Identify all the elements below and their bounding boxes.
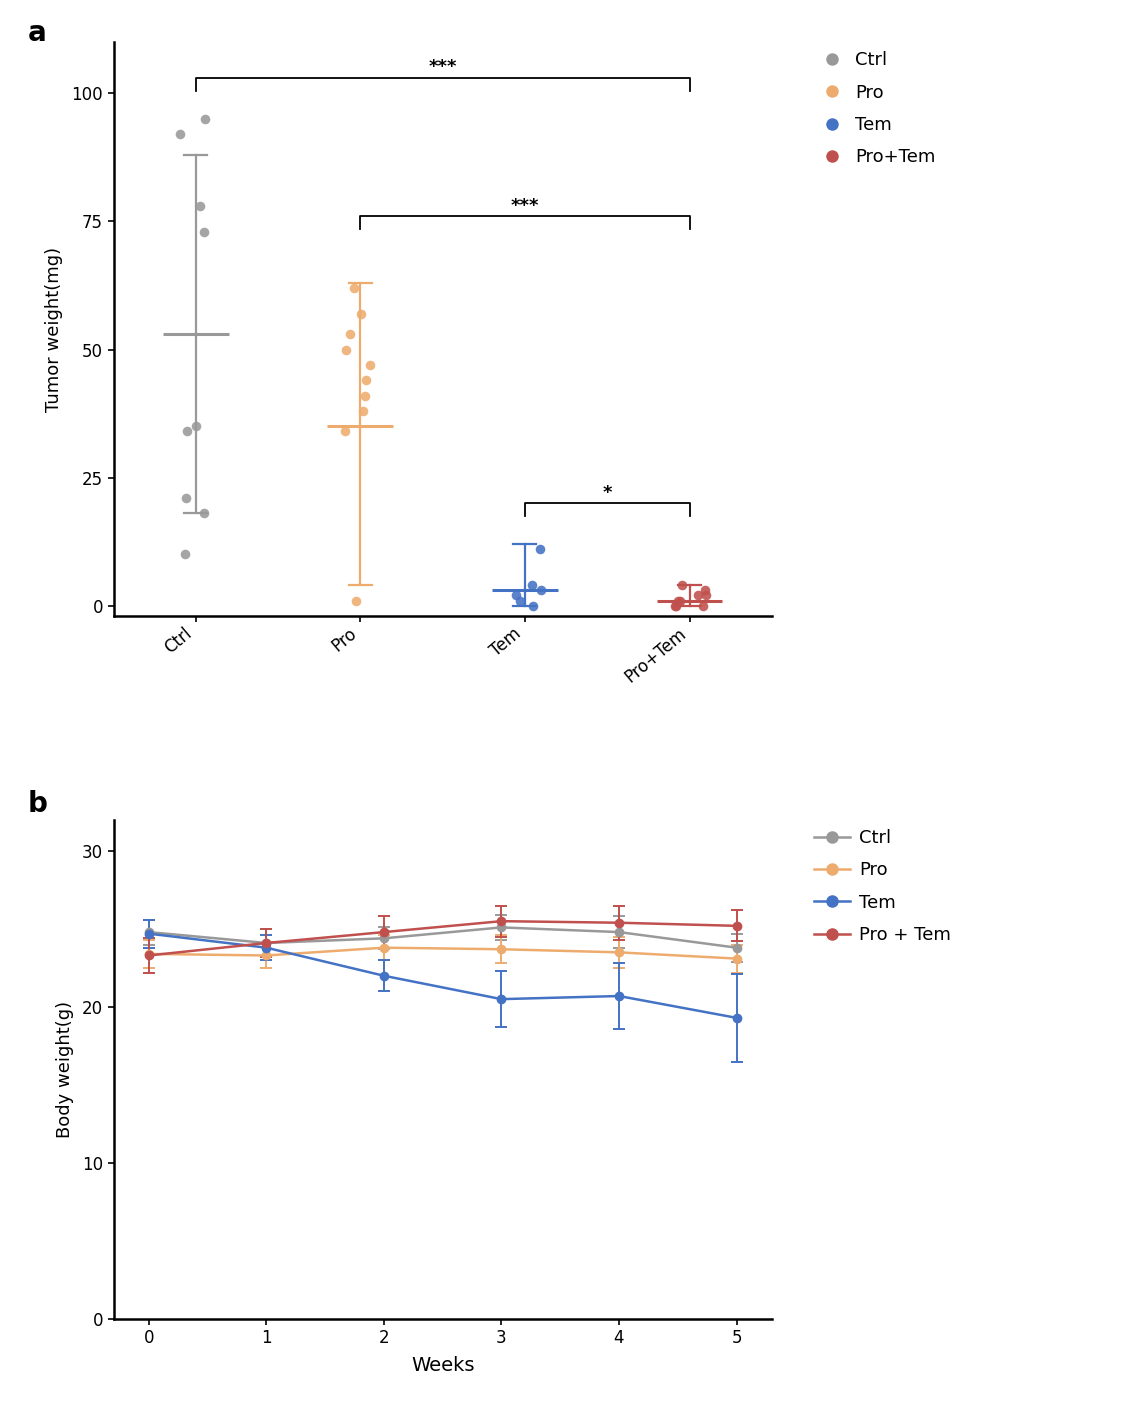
Point — [689, 584, 707, 606]
Point — [522, 574, 540, 596]
Point — [506, 584, 524, 606]
Point — [195, 502, 213, 525]
Point — [523, 595, 541, 617]
Text: a: a — [28, 20, 47, 48]
Legend: Ctrl, Pro, Tem, Pro + Tem: Ctrl, Pro, Tem, Pro + Tem — [814, 829, 951, 944]
Point — [666, 595, 684, 617]
Point — [336, 421, 354, 443]
Point — [697, 584, 715, 606]
Point — [186, 415, 204, 438]
Point — [696, 579, 714, 602]
Point — [355, 384, 373, 407]
Point — [666, 595, 684, 617]
X-axis label: Weeks: Weeks — [411, 1355, 474, 1375]
Point — [532, 579, 550, 602]
Point — [693, 595, 712, 617]
Point — [345, 276, 363, 299]
Text: ***: *** — [428, 59, 457, 76]
Y-axis label: Tumor weight(mg): Tumor weight(mg) — [45, 247, 64, 411]
Point — [511, 589, 529, 612]
Point — [361, 354, 379, 376]
Text: *: * — [603, 484, 612, 502]
Point — [669, 589, 687, 612]
Point — [356, 369, 375, 391]
Point — [191, 195, 209, 217]
Point — [354, 400, 372, 422]
Point — [673, 574, 691, 596]
Point — [171, 123, 190, 146]
Point — [671, 589, 689, 612]
Y-axis label: Body weight(g): Body weight(g) — [56, 1000, 74, 1138]
Point — [178, 421, 196, 443]
Point — [346, 589, 364, 612]
Point — [195, 220, 213, 243]
Point — [177, 487, 195, 509]
Point — [337, 338, 355, 361]
Legend: Ctrl, Pro, Tem, Pro+Tem: Ctrl, Pro, Tem, Pro+Tem — [814, 51, 935, 167]
Text: b: b — [28, 790, 48, 818]
Point — [531, 539, 549, 561]
Point — [176, 543, 194, 565]
Text: ***: *** — [511, 196, 539, 215]
Point — [195, 108, 213, 130]
Point — [342, 323, 360, 345]
Point — [352, 303, 370, 325]
